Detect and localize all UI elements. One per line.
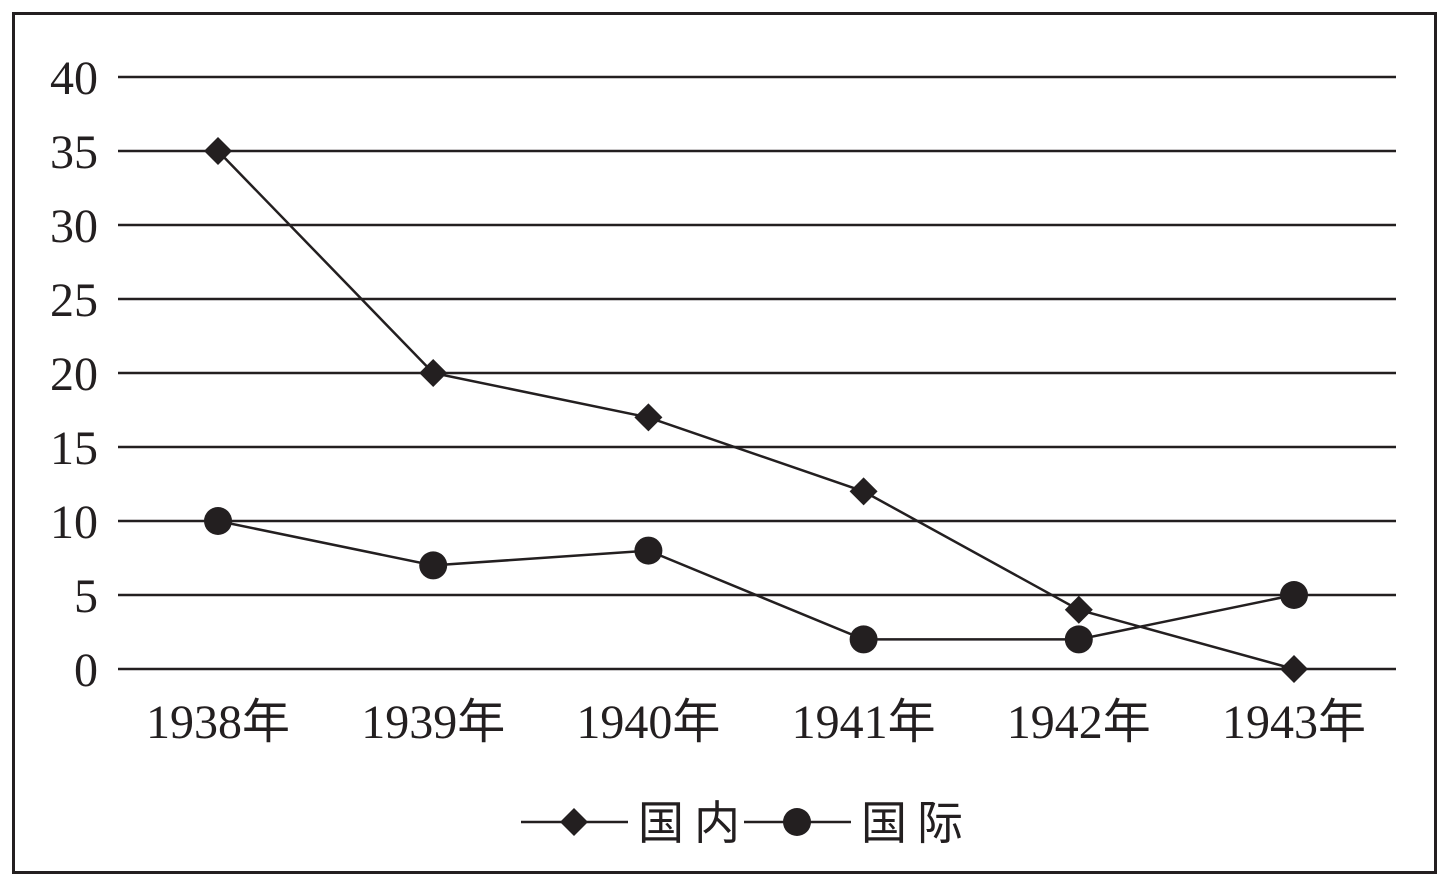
y-tick-label: 40 bbox=[50, 52, 98, 105]
x-axis-ticks: 1938年 1939年 1940年 1941年 1942年 1943年 bbox=[146, 696, 1366, 749]
legend-marker-international bbox=[783, 808, 811, 836]
data-point-international bbox=[1280, 581, 1308, 609]
x-tick-label: 1942年 bbox=[1007, 696, 1151, 749]
legend-label-domestic: 国内 bbox=[638, 798, 750, 849]
data-point-domestic bbox=[849, 477, 878, 506]
y-tick-label: 30 bbox=[50, 200, 98, 253]
legend-label-international: 国际 bbox=[861, 798, 973, 849]
data-point-domestic bbox=[419, 359, 448, 387]
x-tick-label: 1940年 bbox=[576, 696, 720, 749]
x-tick-label: 1943年 bbox=[1222, 696, 1366, 749]
data-point-international bbox=[1064, 625, 1093, 654]
x-tick-label: 1938年 bbox=[146, 696, 290, 749]
data-point-domestic bbox=[1064, 595, 1093, 624]
data-point-domestic bbox=[634, 403, 663, 432]
y-axis-ticks: 0 5 10 15 20 25 30 35 40 bbox=[50, 52, 98, 697]
x-tick-label: 1941年 bbox=[792, 696, 936, 749]
legend-marker-domestic bbox=[560, 808, 588, 836]
data-point-international bbox=[419, 551, 448, 580]
data-point-domestic bbox=[1280, 655, 1308, 683]
y-tick-label: 10 bbox=[50, 496, 98, 549]
data-point-domestic bbox=[204, 137, 232, 165]
x-tick-label: 1939年 bbox=[361, 696, 505, 749]
data-point-international bbox=[204, 507, 232, 535]
y-tick-label: 35 bbox=[50, 126, 98, 179]
y-tick-label: 5 bbox=[74, 570, 98, 623]
data-point-international bbox=[634, 536, 663, 565]
legend: 国内 国际 bbox=[521, 798, 973, 849]
y-tick-label: 20 bbox=[50, 348, 98, 401]
series-layer bbox=[204, 137, 1308, 683]
series-line-domestic bbox=[217, 150, 1295, 671]
chart-frame bbox=[12, 12, 1437, 874]
y-tick-label: 0 bbox=[74, 644, 98, 697]
data-point-international bbox=[849, 625, 878, 654]
y-tick-label: 25 bbox=[50, 274, 98, 327]
y-tick-label: 15 bbox=[50, 422, 98, 475]
gridlines bbox=[118, 75, 1396, 671]
series-line-international bbox=[217, 519, 1295, 641]
